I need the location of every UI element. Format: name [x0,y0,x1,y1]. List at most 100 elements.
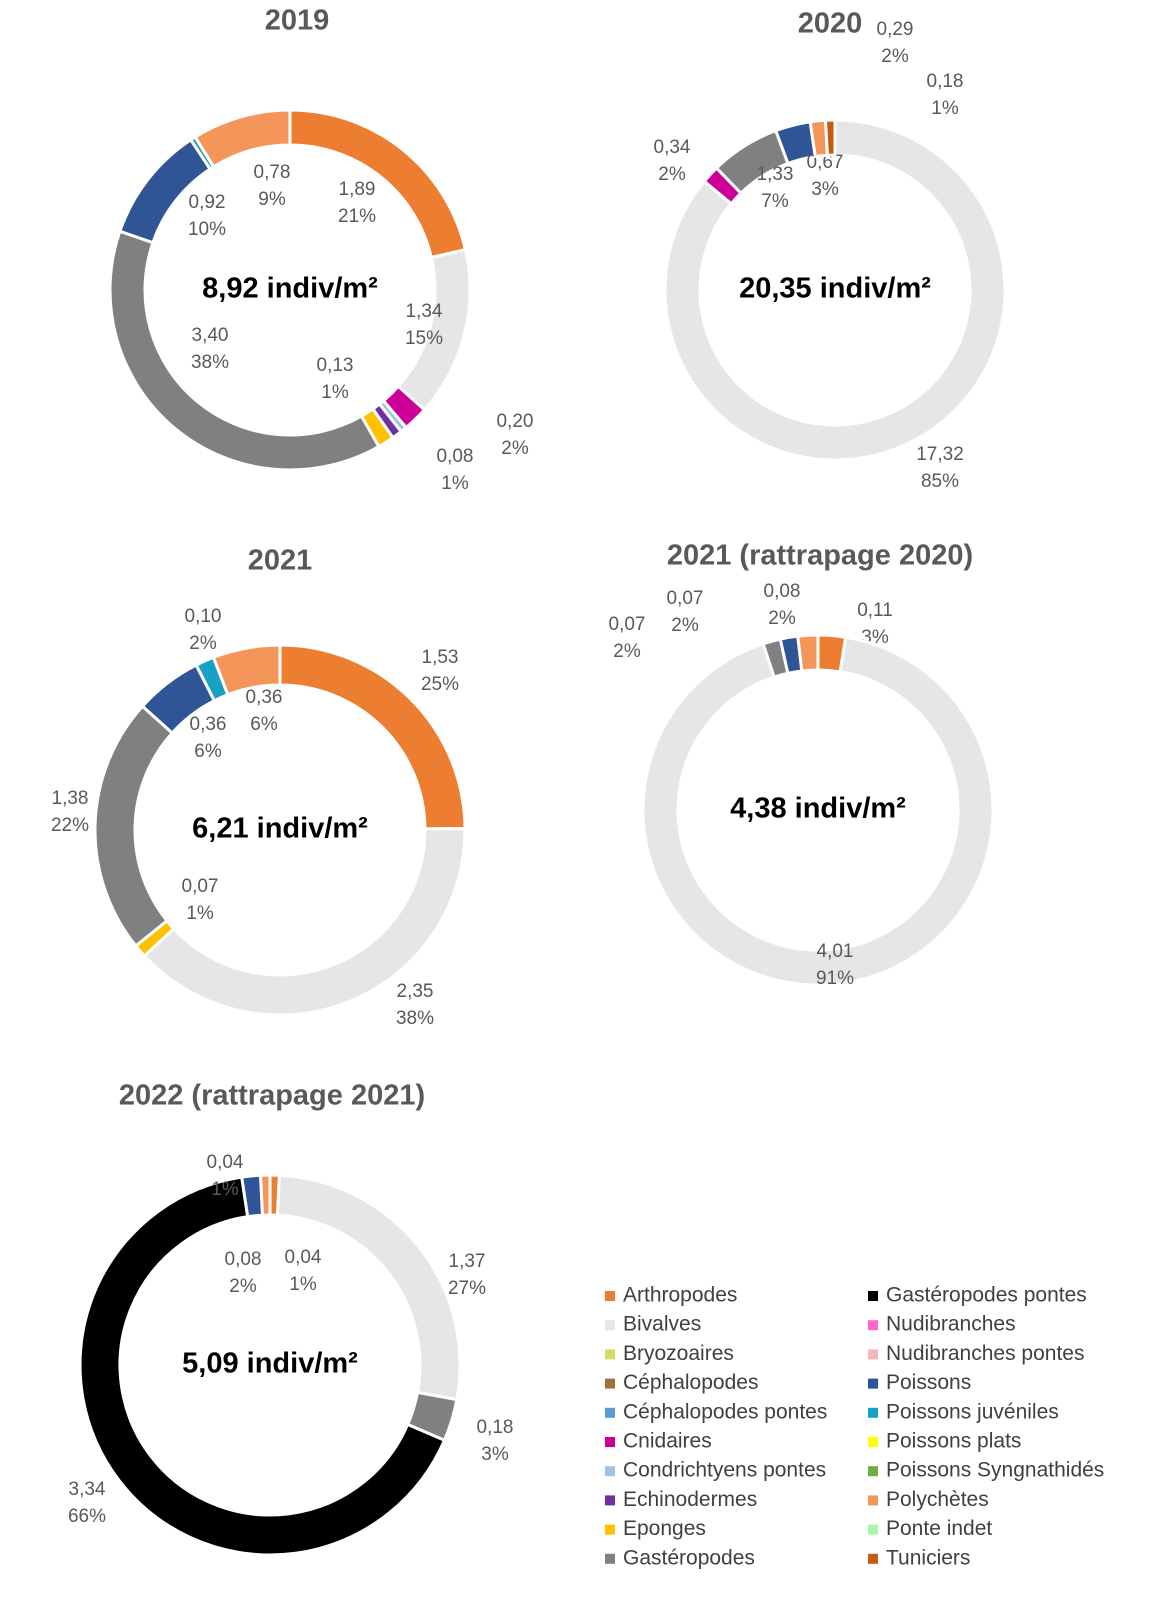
chart-title: 2021 [248,545,313,577]
percent-label: 25% [421,674,459,695]
percent-label: 1% [211,1179,239,1200]
value-label: 0,18 [927,71,964,92]
value-label: 0,18 [477,1417,514,1438]
donut-slice [796,633,820,673]
legend-swatch [868,1437,878,1447]
legend-label: Condrichtyens pontes [623,1459,826,1482]
percent-label: 2% [658,164,686,185]
value-label: 0,07 [609,614,646,635]
legend-swatch [605,1407,615,1418]
legend-label: Nudibranches [886,1313,1016,1336]
legend-label: Arthropodes [623,1284,737,1307]
value-label: 1,53 [422,647,459,668]
legend-swatch [868,1524,878,1535]
value-label: 0,08 [764,581,801,602]
center-total: 20,35 indiv/m² [739,273,931,305]
value-label: 0,92 [189,192,226,213]
legend-swatch [868,1407,878,1418]
chart-title: 2022 (rattrapage 2021) [119,1080,425,1112]
legend-label: Bivalves [623,1313,701,1336]
legend-label: Ponte indet [886,1517,992,1540]
donut-slice [211,643,282,697]
donut-slice [663,118,1007,462]
legend-swatch [605,1495,615,1506]
percent-label: 1% [321,382,349,403]
legend-swatch [605,1349,615,1360]
legend-swatch [605,1553,615,1564]
percent-label: 7% [761,191,789,212]
percent-label: 27% [448,1278,486,1299]
value-label: 0,29 [877,19,914,40]
percent-label: 6% [250,714,278,735]
value-label: 2,35 [397,981,434,1002]
donut-slice [93,704,175,948]
percent-label: 2% [613,641,641,662]
value-label: 0,13 [317,355,354,376]
legend-swatch [868,1553,878,1564]
percent-label: 1% [289,1274,317,1295]
value-label: 1,34 [406,301,443,322]
legend-swatch [605,1437,615,1447]
legend-swatch [605,1378,615,1389]
value-label: 0,10 [185,606,222,627]
legend-label: Eponges [623,1517,706,1540]
value-label: 3,34 [69,1479,106,1500]
legend-label: Poissons plats [886,1430,1021,1453]
legend-label: Céphalopodes [623,1371,758,1394]
value-label: 1,37 [449,1251,486,1272]
percent-label: 21% [338,206,376,227]
legend-label: Bryozoaires [623,1342,734,1365]
legend-label: Echinodermes [623,1488,757,1511]
value-label: 1,33 [757,164,794,185]
percent-label: 91% [816,968,854,989]
value-label: 0,34 [654,137,691,158]
value-label: 0,20 [497,411,534,432]
chart-title: 2021 (rattrapage 2020) [667,540,973,572]
legend-label: Cnidaires [623,1430,712,1453]
value-label: 4,01 [817,941,854,962]
percent-label: 1% [931,98,959,119]
legend-label: Tuniciers [886,1546,970,1569]
chart-title: 2019 [265,5,330,37]
legend-label: Gastéropodes pontes [886,1284,1087,1307]
value-label: 0,07 [182,876,219,897]
value-label: 0,78 [254,162,291,183]
donut-slice [193,108,292,169]
legend-label: Gastéropodes [623,1546,755,1569]
legend-swatch [868,1495,878,1506]
value-label: 0,36 [246,687,283,708]
legend-swatch [868,1378,878,1389]
donut-slice [142,827,467,1017]
legend-swatch [605,1524,615,1535]
legend-swatch [605,1291,615,1301]
percent-label: 6% [194,741,222,762]
percent-label: 2% [229,1276,257,1297]
donut-slice [823,118,837,157]
percent-label: 9% [258,189,286,210]
donut-slice [288,108,468,260]
percent-label: 3% [481,1444,509,1465]
percent-label: 1% [186,903,214,924]
percent-label: 2% [671,615,699,636]
donut-slice [278,643,467,831]
percent-label: 2% [189,633,217,654]
percent-label: 15% [405,328,443,349]
percent-label: 1% [441,473,469,494]
donut-slice [108,229,381,472]
percent-label: 85% [921,471,959,492]
value-label: 0,08 [437,446,474,467]
chart-title: 2020 [798,8,863,40]
center-total: 5,09 indiv/m² [182,1348,358,1380]
percent-label: 2% [768,608,796,629]
legend-swatch [605,1466,615,1477]
legend-label: Polychètes [886,1488,989,1511]
percent-label: 10% [188,219,226,240]
percent-label: 22% [51,815,89,836]
legend-label: Céphalopodes pontes [623,1400,827,1423]
value-label: 0,04 [285,1247,322,1268]
legend-label: Poissons [886,1371,971,1394]
legend-swatch [868,1291,878,1301]
value-label: 3,40 [192,325,229,346]
